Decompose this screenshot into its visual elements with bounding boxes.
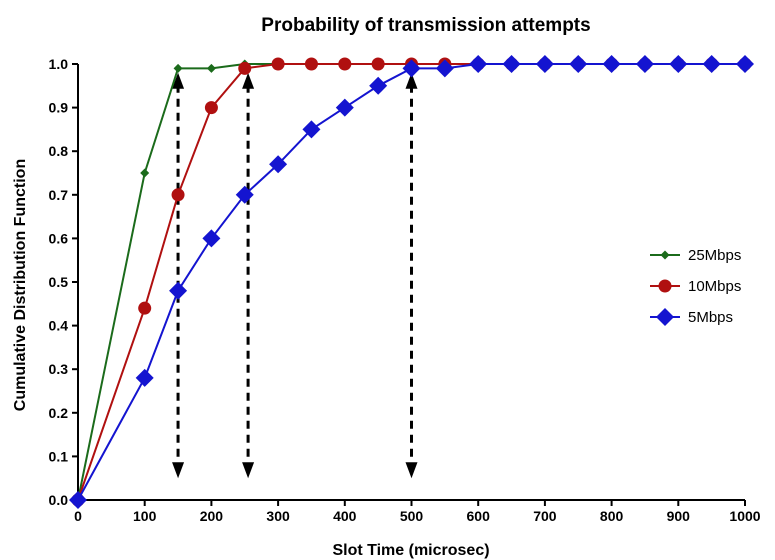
- legend-item: 10Mbps: [650, 278, 741, 295]
- data-point: [569, 55, 588, 73]
- data-point: [271, 57, 285, 71]
- data-point: [69, 491, 87, 509]
- data-point: [204, 101, 218, 115]
- data-point: [435, 59, 454, 78]
- legend-swatch-marker: [658, 279, 672, 293]
- y-tick-label: 1.0: [49, 56, 69, 72]
- x-tick-label: 500: [400, 508, 424, 524]
- y-tick-label: 0.9: [49, 100, 69, 116]
- series-group: [69, 55, 754, 509]
- y-tick-label: 0.1: [49, 448, 69, 464]
- x-tick-label: 800: [600, 508, 624, 524]
- data-point: [135, 368, 154, 387]
- y-tick-label: 0.7: [49, 187, 69, 203]
- x-tick-label: 400: [333, 508, 357, 524]
- data-point: [235, 185, 254, 204]
- legend-label: 25Mbps: [688, 247, 741, 264]
- legend-item: 5Mbps: [650, 308, 733, 326]
- data-point: [171, 188, 185, 202]
- axes: 0.0 0.1 0.2 0.3 0.4 0.5 0.6 0.7 0.8 0.9 1.0 0 100 200…: [49, 56, 761, 524]
- data-point: [502, 55, 521, 73]
- data-point: [338, 57, 352, 71]
- y-tick-label: 0.8: [49, 143, 69, 159]
- legend: 25Mbps 10Mbps 5Mbps: [650, 247, 741, 326]
- data-point: [269, 155, 288, 174]
- data-point: [304, 57, 318, 71]
- data-point: [138, 301, 152, 315]
- y-axis-label: Cumulative Distribution Function: [12, 159, 29, 411]
- x-tick-label: 900: [667, 508, 691, 524]
- data-point: [238, 61, 252, 75]
- data-point: [202, 229, 221, 248]
- x-tick-label: 600: [467, 508, 491, 524]
- annotation-arrow-head-down: [405, 462, 418, 479]
- annotation-arrows: [172, 72, 418, 479]
- data-point: [736, 55, 754, 73]
- legend-label: 5Mbps: [688, 309, 733, 326]
- data-point: [535, 55, 554, 73]
- x-axis-label: Slot Time (microsec): [332, 542, 489, 559]
- data-point: [169, 281, 188, 300]
- annotation-arrow-head-up: [242, 72, 255, 89]
- legend-item: 25Mbps: [650, 247, 741, 264]
- data-point: [635, 55, 654, 73]
- data-point: [173, 63, 183, 73]
- y-tick-label: 0.6: [49, 230, 69, 246]
- data-point: [469, 55, 488, 73]
- legend-label: 10Mbps: [688, 278, 741, 295]
- annotation-arrow-head-down: [242, 462, 255, 479]
- y-tick-label: 0.4: [49, 318, 69, 334]
- x-tick-label: 300: [266, 508, 290, 524]
- legend-swatch-marker: [660, 250, 670, 260]
- y-tick-label: 0.5: [49, 274, 69, 290]
- data-point: [702, 55, 721, 73]
- data-point: [335, 98, 354, 117]
- annotation-arrow-head-up: [172, 72, 185, 89]
- x-tick-label: 100: [133, 508, 157, 524]
- legend-swatch-marker: [656, 308, 674, 326]
- series-5Mbps: [69, 55, 754, 509]
- data-point: [369, 76, 388, 95]
- x-tick-label: 1000: [729, 508, 760, 524]
- y-tick-label: 0.0: [49, 492, 69, 508]
- data-point: [140, 168, 150, 178]
- x-tick-label: 700: [533, 508, 557, 524]
- annotation-arrow-head-up: [405, 72, 418, 89]
- x-tick-label: 200: [200, 508, 224, 524]
- y-tick-label: 0.2: [49, 405, 69, 421]
- data-point: [602, 55, 621, 73]
- data-point: [206, 63, 216, 73]
- data-point: [371, 57, 385, 71]
- annotation-arrow-head-down: [172, 462, 185, 479]
- x-tick-label: 0: [74, 508, 82, 524]
- data-point: [302, 120, 321, 139]
- data-point: [669, 55, 688, 73]
- y-tick-label: 0.3: [49, 361, 69, 377]
- chart-title: Probability of transmission attempts: [261, 15, 590, 36]
- data-point: [402, 59, 421, 78]
